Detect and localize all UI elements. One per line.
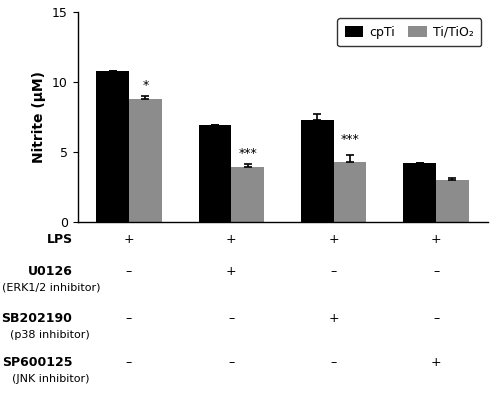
Bar — [301, 120, 334, 222]
Bar — [198, 125, 232, 222]
Text: SB202190: SB202190 — [2, 312, 72, 325]
Bar — [232, 167, 264, 222]
Text: +: + — [431, 356, 442, 369]
Text: +: + — [226, 265, 236, 278]
Bar — [436, 180, 469, 222]
Bar — [404, 163, 436, 222]
Text: +: + — [431, 233, 442, 246]
Text: –: – — [433, 265, 440, 278]
Text: –: – — [126, 265, 132, 278]
Text: ***: *** — [238, 147, 257, 160]
Bar — [129, 99, 162, 222]
Text: –: – — [126, 312, 132, 325]
Text: U0126: U0126 — [28, 265, 72, 278]
Legend: cpTi, Ti/TiO₂: cpTi, Ti/TiO₂ — [337, 18, 481, 46]
Text: –: – — [330, 265, 337, 278]
Text: LPS: LPS — [46, 233, 72, 246]
Text: (JNK inhibitor): (JNK inhibitor) — [12, 374, 90, 385]
Text: *: * — [142, 79, 148, 92]
Text: SP600125: SP600125 — [2, 356, 72, 369]
Text: +: + — [328, 312, 339, 325]
Text: ***: *** — [340, 133, 359, 145]
Text: –: – — [330, 356, 337, 369]
Text: –: – — [126, 356, 132, 369]
Text: –: – — [228, 356, 234, 369]
Text: –: – — [228, 312, 234, 325]
Text: (ERK1/2 inhibitor): (ERK1/2 inhibitor) — [2, 282, 101, 292]
Text: (p38 inhibitor): (p38 inhibitor) — [10, 329, 90, 340]
Text: +: + — [328, 233, 339, 246]
Bar — [334, 162, 366, 222]
Text: +: + — [124, 233, 134, 246]
Text: +: + — [226, 233, 236, 246]
Y-axis label: Nitrite (μM): Nitrite (μM) — [32, 71, 46, 163]
Bar — [96, 70, 129, 222]
Text: –: – — [433, 312, 440, 325]
